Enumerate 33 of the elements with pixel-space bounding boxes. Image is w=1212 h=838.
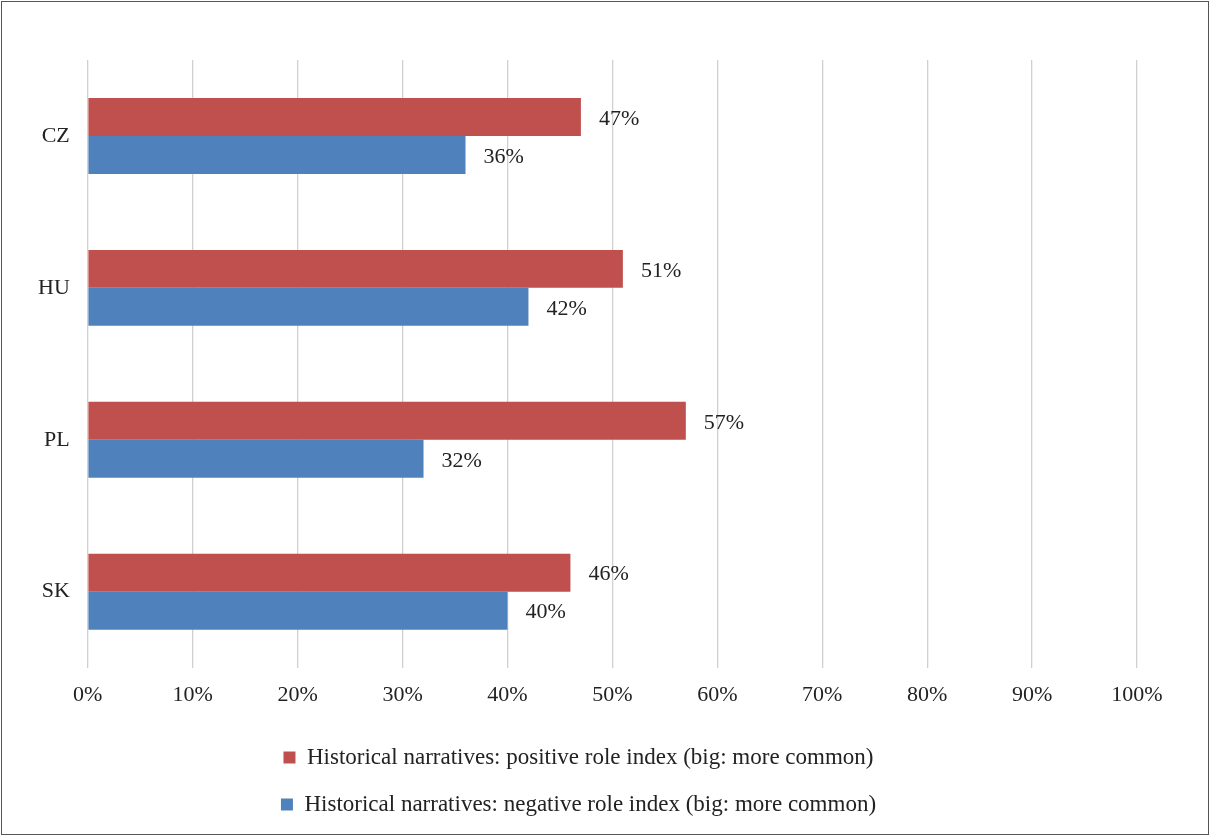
data-label: 57%	[703, 408, 745, 434]
bar	[88, 97, 581, 136]
bar	[88, 591, 508, 630]
x-tick-label: 30%	[382, 680, 423, 706]
x-tick-label: 50%	[592, 680, 633, 706]
y-tick-label: HU	[37, 273, 70, 299]
bar	[88, 287, 529, 326]
x-tick-label: 40%	[487, 680, 528, 706]
y-tick-label: PL	[44, 425, 70, 451]
data-label: 42%	[546, 294, 587, 320]
bar	[88, 553, 571, 592]
x-tick-label: 60%	[697, 680, 738, 706]
data-label: 32%	[441, 446, 482, 472]
legend-label: Historical narratives: negative role index (big: more common)	[304, 790, 877, 816]
x-tick-label: 0%	[73, 680, 103, 706]
bar	[88, 401, 686, 440]
bar	[88, 439, 424, 478]
data-label: 47%	[598, 104, 640, 130]
y-tick-label: SK	[41, 577, 70, 603]
data-label: 40%	[525, 598, 566, 624]
legend-label: Historical narratives: positive role index (big: more common)	[306, 743, 874, 769]
y-tick-label: CZ	[41, 121, 70, 147]
data-label: 46%	[588, 560, 629, 586]
x-tick-label: 10%	[172, 680, 213, 706]
data-label: 51%	[640, 256, 682, 282]
bar	[88, 249, 623, 288]
x-tick-label: 20%	[277, 680, 318, 706]
x-tick-label: 70%	[802, 680, 843, 706]
bar	[88, 135, 466, 174]
x-tick-label: 100%	[1111, 680, 1163, 706]
data-label: 36%	[483, 142, 524, 168]
x-tick-label: 80%	[906, 680, 948, 706]
x-tick-label: 90%	[1011, 680, 1053, 706]
